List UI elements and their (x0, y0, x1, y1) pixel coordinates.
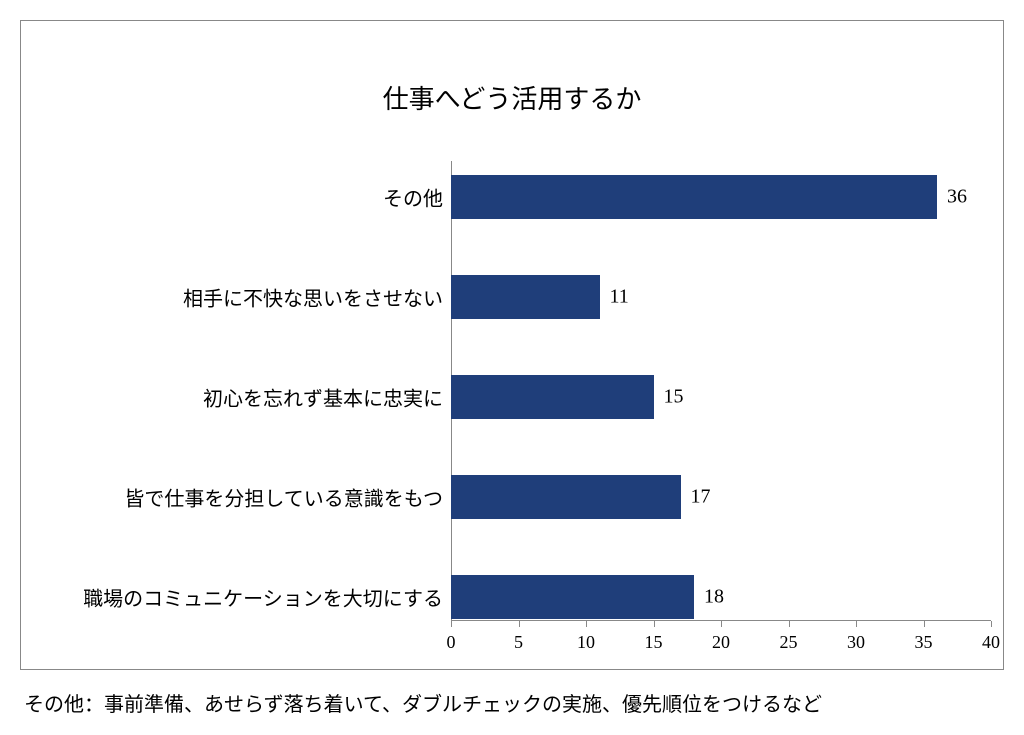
bar-value-label: 11 (610, 286, 629, 309)
category-label: 初心を忘れず基本に忠実に (203, 383, 443, 412)
x-tick-label: 40 (982, 632, 1000, 653)
x-tick-label: 5 (514, 632, 523, 653)
x-tick (856, 621, 857, 627)
x-tick-label: 15 (645, 632, 663, 653)
x-tick-label: 35 (915, 632, 933, 653)
x-tick-label: 20 (712, 632, 730, 653)
plot-area: 05101520253035403611151718 (451, 161, 991, 661)
category-label: その他 (383, 183, 443, 212)
bar-value-label: 17 (691, 486, 711, 509)
x-tick (586, 621, 587, 627)
x-tick (721, 621, 722, 627)
category-label: 相手に不快な思いをさせない (183, 283, 443, 312)
chart-title: 仕事へどう活用するか (21, 79, 1003, 116)
category-label: 職場のコミュニケーションを大切にする (83, 583, 443, 612)
bar-value-label: 36 (947, 186, 967, 209)
x-tick-label: 0 (447, 632, 456, 653)
page-container: 仕事へどう活用するか 0 5 10 15 20 25 30 35 40 36 11 15 17 18 その… (0, 0, 1024, 735)
bar (451, 175, 937, 219)
x-tick (789, 621, 790, 627)
x-tick-label: 30 (847, 632, 865, 653)
bar-value-label: 15 (664, 386, 684, 409)
x-tick (451, 621, 452, 627)
bar (451, 475, 681, 519)
x-tick (519, 621, 520, 627)
category-label: 皆で仕事を分担している意識をもつ (124, 483, 443, 512)
bar-value-label: 18 (704, 586, 724, 609)
chart-box: 仕事へどう活用するか 0 5 10 15 20 25 30 35 40 36 11 15 17 18 その… (20, 20, 1004, 670)
x-tick (991, 621, 992, 627)
bar (451, 575, 694, 619)
x-tick-label: 25 (780, 632, 798, 653)
x-tick (924, 621, 925, 627)
bar (451, 275, 600, 319)
bar (451, 375, 654, 419)
footnote-text: その他：事前準備、あせらず落ち着いて、ダブルチェックの実施、優先順位をつけるなど (24, 688, 822, 717)
x-tick (654, 621, 655, 627)
x-tick-label: 10 (577, 632, 595, 653)
